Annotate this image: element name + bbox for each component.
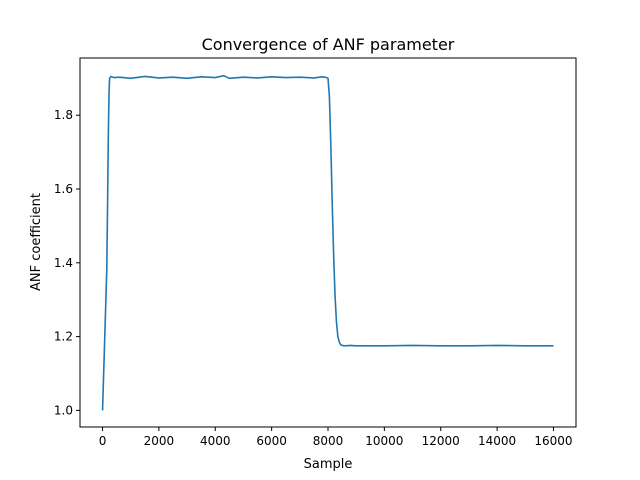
series-line-0 xyxy=(101,74,554,411)
x-tick-label: 10000 xyxy=(365,434,403,448)
y-tick-label: 1.6 xyxy=(54,182,73,196)
x-tick-label: 4000 xyxy=(200,434,231,448)
plot-area xyxy=(101,74,554,411)
y-tick-label: 1.2 xyxy=(54,330,73,344)
x-axis-label: Sample xyxy=(304,457,353,472)
y-tick-label: 1.8 xyxy=(54,108,73,122)
axis-ticks: 0 2000 4000 6000 8000 10000 12000 14000 16000 1.0… xyxy=(54,108,573,448)
x-tick-label: 6000 xyxy=(256,434,287,448)
chart-title: Convergence of ANF parameter xyxy=(202,35,455,54)
y-tick-label: 1.4 xyxy=(54,256,73,270)
x-tick-label: 8000 xyxy=(313,434,344,448)
x-tick-label: 16000 xyxy=(534,434,572,448)
y-tick-label: 1.0 xyxy=(54,403,73,417)
axes-frame xyxy=(79,57,577,428)
y-axis-label: ANF coefficient xyxy=(29,193,44,291)
x-tick-label: 0 xyxy=(99,434,107,448)
x-tick-label: 2000 xyxy=(144,434,175,448)
x-tick-label: 14000 xyxy=(478,434,516,448)
x-tick-label: 12000 xyxy=(422,434,460,448)
